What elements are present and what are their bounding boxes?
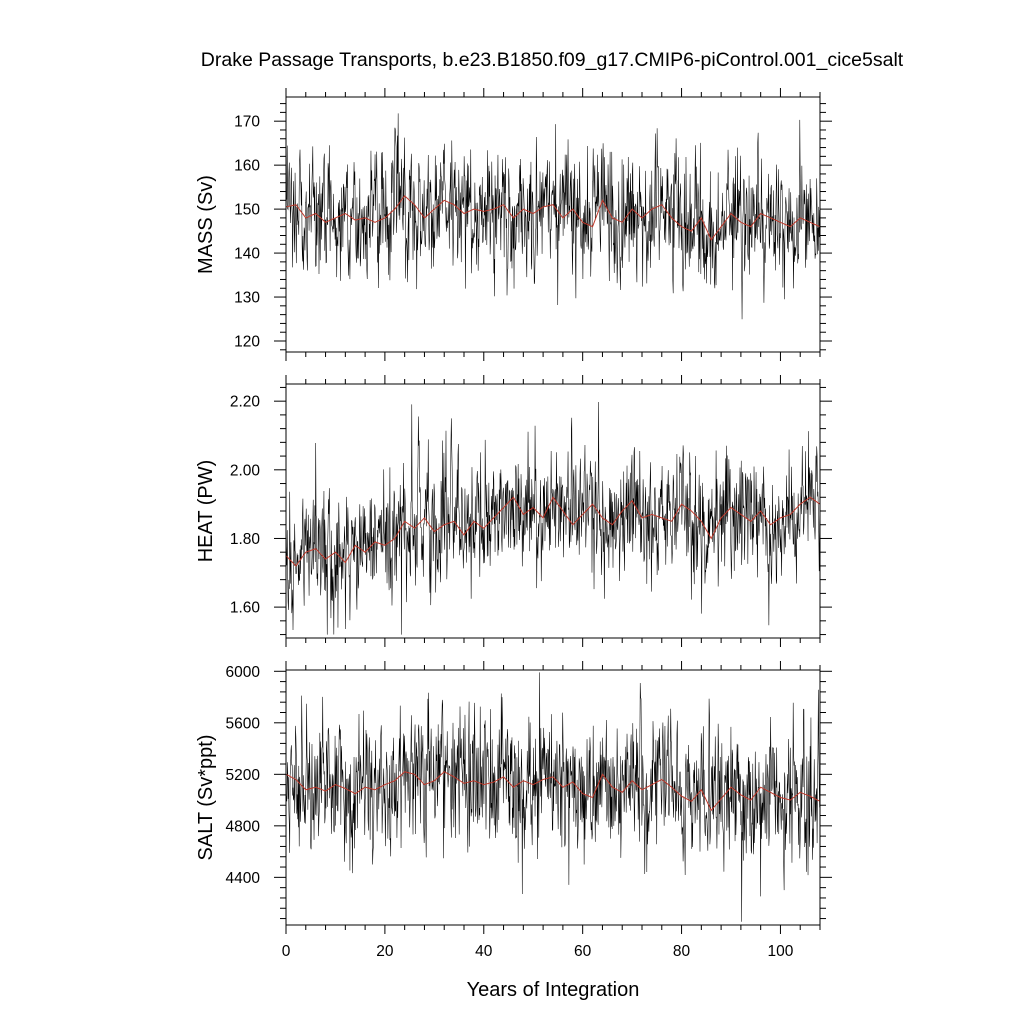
raw-series-line: [286, 401, 820, 635]
smoothed-series-line: [286, 496, 820, 567]
raw-series-line: [286, 113, 820, 320]
y-axis-label: HEAT (PW): [195, 460, 217, 563]
y-tick-label: 120: [234, 334, 260, 351]
plot-frame: [285, 669, 821, 926]
y-tick-label: 160: [234, 158, 260, 175]
panels: 120 130 140 150 160 170 MASS (Sv) 1.60 1.80 2.00 2…: [195, 88, 832, 960]
smoothed-series-line: [286, 195, 820, 241]
x-tick-label: 60: [574, 943, 592, 960]
y-tick-label: 6000: [226, 664, 261, 681]
y-tick-label: 4400: [226, 870, 261, 887]
y-tick-label: 5200: [226, 767, 261, 784]
panel-2: 1.60 1.80 2.00 2.20 HEAT (PW): [195, 375, 832, 647]
y-axis-label: SALT (Sv*ppt): [195, 735, 217, 861]
y-tick-label: 150: [234, 202, 260, 219]
smoothed-series-line: [286, 771, 820, 812]
panel-3: 0 20 40 60 80 100 4400 4800 5200 5600 6000 SALT (Sv…: [195, 661, 832, 960]
y-tick-label: 130: [234, 290, 260, 307]
y-tick-label: 140: [234, 246, 260, 263]
x-tick-label: 20: [376, 943, 394, 960]
chart-title: Drake Passage Transports, b.e23.B1850.f0…: [201, 49, 904, 71]
panel-1: 120 130 140 150 160 170 MASS (Sv): [195, 88, 832, 361]
x-axis-label: Years of Integration: [467, 979, 640, 1001]
y-tick-label: 4800: [226, 818, 261, 835]
y-tick-label: 1.60: [230, 600, 261, 617]
x-tick-label: 80: [673, 943, 691, 960]
plot-frame: [285, 383, 821, 639]
raw-series-line: [286, 672, 820, 922]
y-axis-label: MASS (Sv): [195, 175, 217, 274]
plot-frame: [285, 96, 821, 353]
y-tick-label: 2.20: [230, 394, 261, 411]
y-tick-label: 170: [234, 114, 260, 131]
y-tick-label: 1.80: [230, 531, 261, 548]
x-tick-label: 100: [768, 943, 794, 960]
x-tick-label: 40: [475, 943, 493, 960]
y-tick-label: 5600: [226, 715, 261, 732]
x-tick-label: 0: [282, 943, 291, 960]
y-tick-label: 2.00: [230, 462, 261, 479]
